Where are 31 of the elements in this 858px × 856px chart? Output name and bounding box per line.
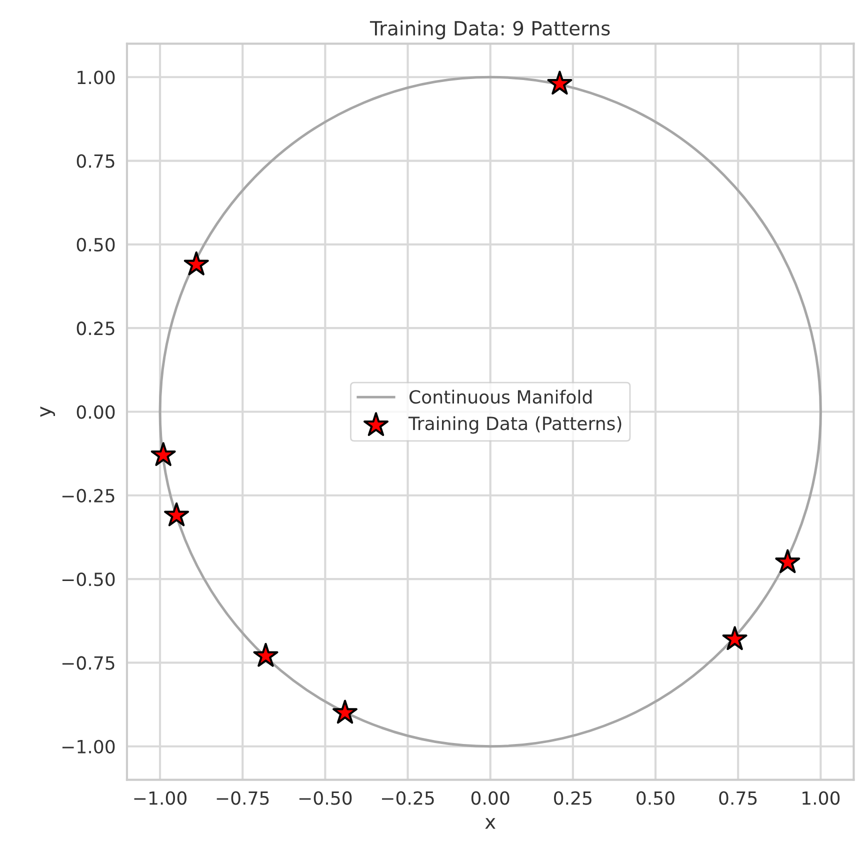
point: [150, 442, 176, 466]
point: [253, 642, 278, 667]
point: [547, 70, 572, 95]
point: [722, 626, 748, 650]
x-tick-label: 0.25: [554, 791, 592, 805]
y-tick-label: −0.50: [62, 572, 115, 586]
x-tick-label: −1.00: [134, 791, 186, 805]
x-tick-label: 0.50: [636, 791, 674, 805]
point: [184, 251, 209, 276]
y-tick-label: −1.00: [62, 740, 115, 754]
x-tick-label: 1.00: [802, 791, 840, 805]
y-tick-label: −0.75: [62, 656, 114, 670]
point: [775, 549, 800, 574]
legend-label: Continuous Manifold: [410, 390, 592, 404]
x-tick-label: −0.25: [382, 791, 434, 805]
x-tick-label: 0.75: [719, 791, 757, 805]
y-axis-title: y: [40, 406, 55, 417]
y-tick-label: 0.75: [76, 154, 114, 168]
chart-title: Training Data: 9 Patterns: [370, 20, 610, 40]
legend-label: Training Data (Patterns): [408, 416, 622, 434]
x-tick-label: −0.75: [216, 791, 269, 805]
x-axis-title: x: [485, 818, 496, 829]
y-tick-label: 1.00: [78, 70, 115, 84]
y-tick-label: 0.50: [76, 238, 115, 252]
x-tick-label: 0.00: [471, 791, 510, 805]
y-tick-label: 0.25: [76, 322, 114, 336]
point: [332, 700, 358, 724]
y-tick-label: 0.00: [76, 405, 115, 419]
point: [164, 502, 190, 526]
x-tick-label: −0.50: [299, 791, 352, 805]
y-tick-label: −0.25: [62, 488, 114, 503]
